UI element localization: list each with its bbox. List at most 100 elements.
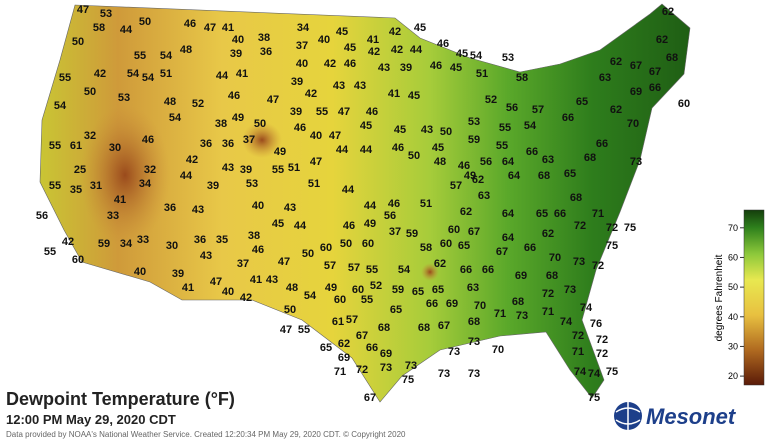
station-value: 73 [516, 310, 528, 322]
station-value: 75 [588, 392, 600, 404]
station-value: 55 [316, 106, 328, 118]
station-value: 58 [420, 242, 432, 254]
colorbar-tick-label: 50 [728, 282, 738, 292]
station-value: 54 [398, 264, 411, 276]
station-value: 46 [228, 90, 240, 102]
station-value: 70 [492, 344, 504, 356]
station-value: 61 [332, 316, 344, 328]
station-value: 55 [298, 324, 310, 336]
station-value: 52 [485, 94, 497, 106]
station-value: 71 [334, 366, 346, 378]
station-value: 40 [232, 34, 244, 46]
station-value: 37 [389, 226, 401, 238]
station-value: 45 [272, 218, 284, 230]
logo-lines [615, 402, 641, 430]
station-value: 39 [172, 268, 184, 280]
station-value: 68 [418, 322, 430, 334]
station-value: 47 [204, 22, 216, 34]
station-value: 54 [169, 112, 182, 124]
station-value: 60 [448, 224, 460, 236]
station-value: 44 [180, 170, 193, 182]
station-value: 46 [458, 160, 470, 172]
station-value: 66 [460, 264, 472, 276]
station-value: 66 [562, 112, 574, 124]
station-value: 63 [542, 154, 554, 166]
station-value: 66 [649, 82, 661, 94]
station-value: 65 [390, 304, 402, 316]
station-value: 50 [340, 238, 352, 250]
station-value: 39 [230, 48, 242, 60]
station-value: 45 [394, 124, 406, 136]
station-value: 43 [378, 62, 390, 74]
station-value: 50 [254, 118, 266, 130]
station-value: 42 [240, 292, 252, 304]
station-value: 66 [482, 264, 494, 276]
station-value: 74 [560, 316, 573, 328]
station-value: 68 [546, 270, 558, 282]
station-value: 60 [362, 238, 374, 250]
station-value: 45 [360, 120, 372, 132]
station-value: 41 [222, 22, 234, 34]
station-value: 46 [343, 220, 355, 232]
station-value: 75 [402, 374, 414, 386]
station-value: 73 [405, 360, 417, 372]
station-value: 30 [109, 142, 121, 154]
station-value: 44 [364, 200, 377, 212]
station-value: 44 [360, 144, 373, 156]
station-value: 55 [496, 140, 508, 152]
station-value: 63 [467, 282, 479, 294]
colorbar-tick-label: 70 [728, 223, 738, 233]
station-value: 42 [62, 236, 74, 248]
station-value: 73 [448, 346, 460, 358]
station-value: 62 [472, 174, 484, 186]
station-value: 65 [458, 240, 470, 252]
subtitle: 12:00 PM May 29, 2020 CDT [6, 412, 176, 427]
station-value: 66 [524, 242, 536, 254]
station-value: 53 [246, 178, 258, 190]
station-value: 39 [400, 62, 412, 74]
station-value: 73 [630, 156, 642, 168]
station-value: 54 [304, 290, 317, 302]
station-value: 62 [610, 104, 622, 116]
station-value: 47 [338, 106, 350, 118]
station-value: 62 [338, 338, 350, 350]
station-value: 38 [258, 32, 270, 44]
station-value: 53 [468, 116, 480, 128]
station-value: 65 [536, 208, 548, 220]
station-value: 51 [420, 198, 432, 210]
station-value: 67 [356, 330, 368, 342]
station-value: 59 [98, 238, 110, 250]
station-value: 65 [564, 168, 576, 180]
station-value: 50 [284, 304, 296, 316]
station-value: 64 [502, 156, 515, 168]
station-value: 25 [74, 164, 86, 176]
station-value: 44 [410, 44, 423, 56]
station-value: 66 [526, 146, 538, 158]
station-value: 71 [572, 346, 584, 358]
station-value: 66 [426, 298, 438, 310]
station-value: 51 [160, 68, 172, 80]
station-value: 46 [252, 244, 264, 256]
station-value: 41 [388, 88, 400, 100]
logo-text: Mesonet [646, 404, 737, 429]
station-value: 68 [584, 152, 596, 164]
station-value: 34 [120, 238, 133, 250]
station-value: 47 [310, 156, 322, 168]
station-value: 48 [286, 282, 298, 294]
station-value: 73 [564, 284, 576, 296]
station-value: 55 [361, 294, 373, 306]
station-value: 57 [532, 104, 544, 116]
station-value: 60 [440, 238, 452, 250]
station-value: 75 [624, 222, 636, 234]
station-value: 36 [222, 138, 234, 150]
station-value: 47 [329, 130, 341, 142]
station-value: 67 [438, 320, 450, 332]
station-value: 40 [252, 200, 264, 212]
station-value: 49 [274, 146, 286, 158]
us-land [39, 3, 691, 403]
station-value: 45 [456, 48, 468, 60]
station-value: 62 [542, 228, 554, 240]
station-value: 33 [137, 234, 149, 246]
station-value: 50 [408, 150, 420, 162]
